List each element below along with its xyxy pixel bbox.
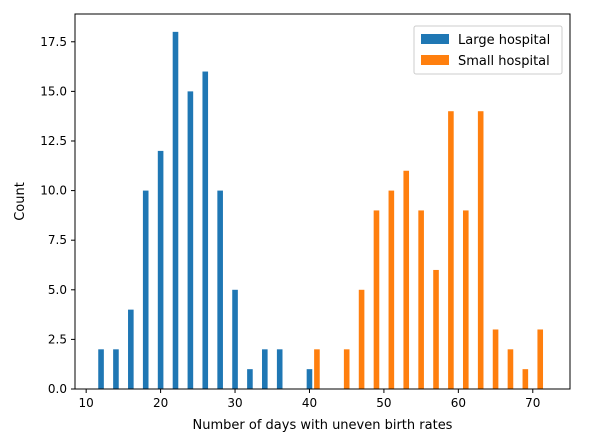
legend-label-small-hospital: Small hospital — [458, 54, 550, 69]
bar-small-hospital-67 — [507, 349, 514, 389]
bar-small-hospital-59 — [448, 111, 454, 389]
bar-small-hospital-69 — [522, 369, 529, 389]
bar-large-hospital-16 — [128, 309, 134, 389]
bar-small-hospital-53 — [403, 170, 410, 389]
bar-small-hospital-51 — [388, 190, 395, 389]
bar-small-hospital-57 — [433, 269, 439, 389]
legend-swatch-large-hospital — [421, 34, 449, 44]
bar-small-hospital-49 — [373, 210, 380, 389]
bar-large-hospital-30 — [232, 289, 238, 389]
x-tick-label: 30 — [227, 396, 242, 410]
plot-area — [74, 13, 571, 390]
x-tick-label: 60 — [451, 396, 466, 410]
x-tick-label: 20 — [153, 396, 168, 410]
y-tick-label: 17.5 — [40, 35, 67, 49]
bar-large-hospital-22 — [172, 31, 179, 390]
x-tick-label: 50 — [376, 396, 391, 410]
legend-swatch-small-hospital — [421, 55, 449, 65]
bar-small-hospital-55 — [418, 210, 424, 389]
bar-small-hospital-63 — [477, 111, 484, 389]
x-tick-label: 40 — [302, 396, 317, 410]
bar-large-hospital-20 — [157, 150, 164, 389]
bar-small-hospital-41 — [314, 349, 320, 389]
bar-large-hospital-26 — [202, 71, 209, 389]
bar-large-hospital-40 — [306, 369, 313, 389]
bar-large-hospital-36 — [276, 349, 283, 389]
bar-large-hospital-18 — [142, 190, 149, 389]
bar-small-hospital-71 — [537, 329, 544, 389]
bar-large-hospital-34 — [262, 349, 268, 389]
y-tick-label: 2.5 — [48, 332, 67, 346]
bar-large-hospital-28 — [217, 190, 223, 389]
legend-box — [413, 25, 563, 75]
x-tick-label: 70 — [525, 396, 540, 410]
bar-small-hospital-47 — [358, 289, 365, 389]
bar-large-hospital-14 — [113, 349, 119, 389]
x-tick-label: 10 — [79, 396, 94, 410]
bar-small-hospital-45 — [343, 349, 350, 389]
y-axis-label: Count — [13, 182, 28, 221]
y-tick-label: 10.0 — [40, 184, 67, 198]
bar-large-hospital-12 — [98, 349, 104, 389]
legend: Large hospital Small hospital — [413, 25, 563, 75]
y-axis-ticks: 0.0 2.5 5.0 7.5 10.0 12.5 15.0 17.5 — [40, 35, 75, 396]
legend-label-large-hospital: Large hospital — [458, 33, 550, 48]
bar-small-hospital-65 — [492, 329, 499, 389]
y-tick-label: 15.0 — [40, 84, 67, 98]
y-tick-label: 0.0 — [48, 382, 67, 396]
y-tick-label: 7.5 — [48, 233, 67, 247]
x-axis-label: Number of days with uneven birth rates — [193, 418, 453, 433]
y-tick-label: 5.0 — [48, 283, 67, 297]
bar-large-hospital-24 — [187, 91, 194, 389]
x-axis-ticks: 10 20 30 40 50 60 70 — [79, 389, 540, 410]
bars-layer — [98, 31, 544, 390]
y-tick-label: 12.5 — [40, 134, 67, 148]
axes-frame — [74, 13, 571, 390]
bar-large-hospital-32 — [247, 369, 253, 389]
bar-small-hospital-61 — [462, 210, 469, 389]
